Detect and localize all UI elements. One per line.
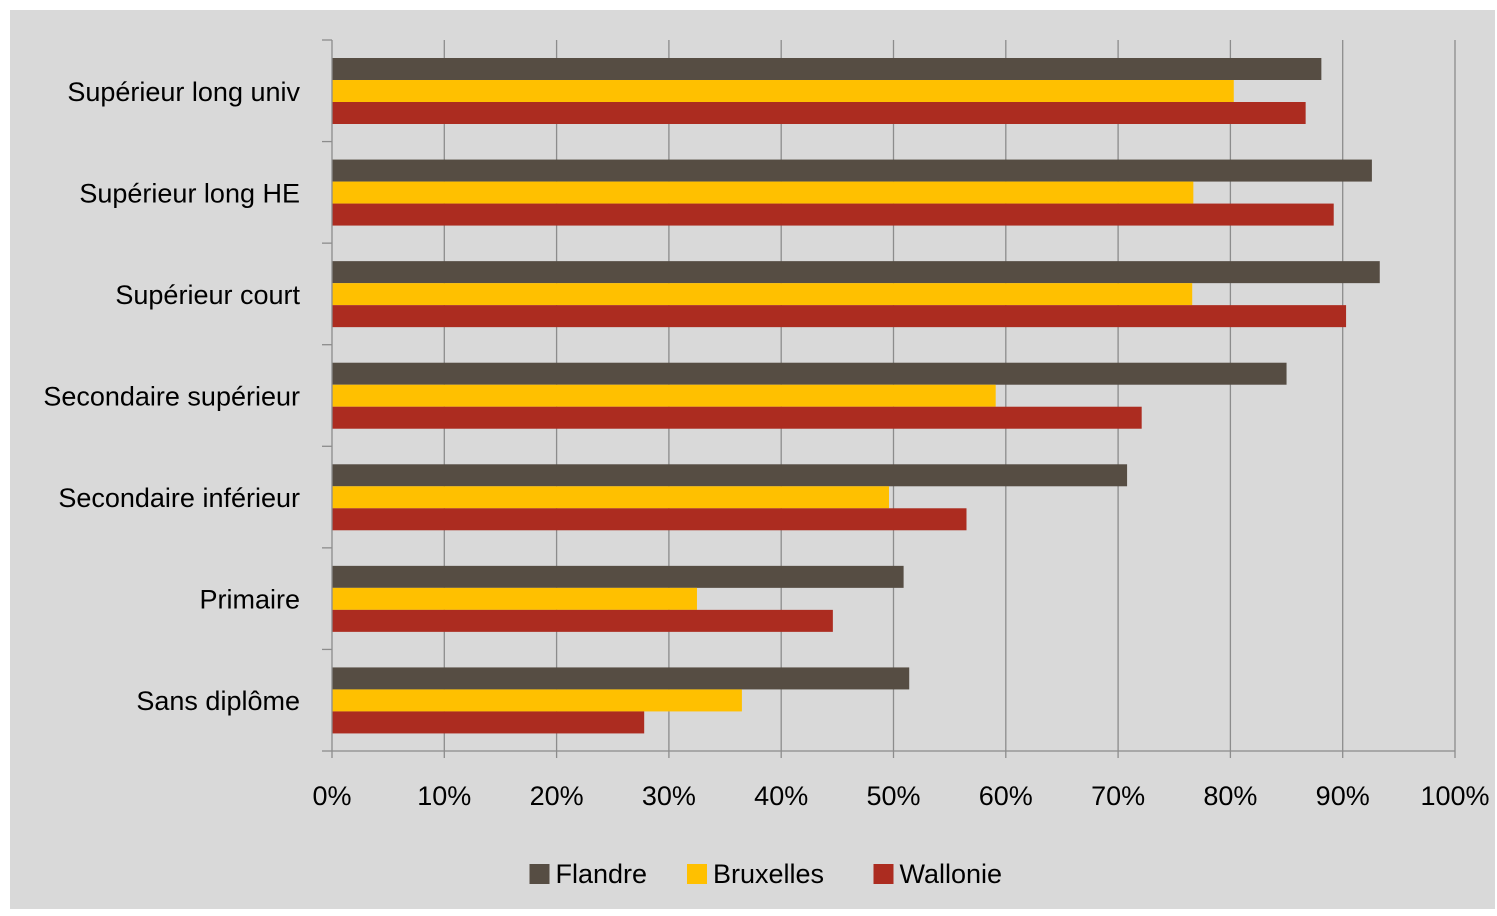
x-tick-label: 50% [866, 781, 920, 811]
x-tick-label: 70% [1091, 781, 1145, 811]
x-tick-label: 60% [979, 781, 1033, 811]
bar-bruxelles [332, 80, 1234, 102]
bar-flandre [332, 464, 1128, 487]
bars [332, 58, 1380, 734]
bar-wallonie [332, 711, 645, 734]
legend-swatch-flandre [529, 864, 550, 884]
bar-bruxelles [332, 689, 742, 712]
x-tick-label: 30% [642, 781, 696, 811]
bar-wallonie [332, 609, 833, 632]
bar-bruxelles [332, 587, 697, 610]
x-tick-label: 20% [530, 781, 584, 811]
x-tick-label: 40% [754, 781, 808, 811]
bar-flandre [332, 565, 904, 588]
bar-wallonie [332, 406, 1142, 429]
x-tick-label: 0% [312, 781, 351, 811]
legend: Flandre Bruxelles Wallonie [529, 859, 1003, 889]
y-category-label: Primaire [199, 585, 300, 615]
bar-flandre [332, 362, 1287, 385]
legend-swatch-wallonie [873, 864, 894, 884]
y-category-label: Secondaire supérieur [43, 382, 300, 412]
legend-label-wallonie: Wallonie [900, 859, 1003, 889]
y-category-label: Secondaire inférieur [58, 483, 300, 513]
x-tick-label: 100% [1420, 781, 1489, 811]
legend-label-bruxelles: Bruxelles [713, 859, 824, 889]
x-tick-label: 10% [417, 781, 471, 811]
legend-swatch-bruxelles [687, 864, 707, 884]
bar-flandre [332, 261, 1380, 284]
bar-bruxelles [332, 384, 996, 407]
y-category-label: Supérieur long univ [67, 77, 300, 107]
x-tick-label: 90% [1316, 781, 1370, 811]
bar-bruxelles [332, 486, 890, 509]
bar-flandre [332, 667, 910, 690]
bar-wallonie [332, 203, 1334, 226]
bar-wallonie [332, 305, 1347, 328]
y-category-label: Supérieur long HE [79, 178, 300, 208]
bar-flandre [332, 58, 1322, 80]
y-category-label: Sans diplôme [136, 686, 300, 716]
x-tick-label: 80% [1203, 781, 1257, 811]
axes: 0% 10% 20% 30% 40% 50% 60% 70% 80% 90% 100% Supérie… [43, 39, 1490, 811]
bar-wallonie [332, 102, 1306, 124]
bar-bruxelles [332, 283, 1193, 306]
legend-label-flandre: Flandre [556, 859, 648, 889]
bar-wallonie [332, 508, 967, 531]
y-category-label: Supérieur court [115, 280, 300, 310]
chart-background [10, 10, 1495, 909]
bar-flandre [332, 159, 1372, 182]
bar-bruxelles [332, 181, 1194, 204]
